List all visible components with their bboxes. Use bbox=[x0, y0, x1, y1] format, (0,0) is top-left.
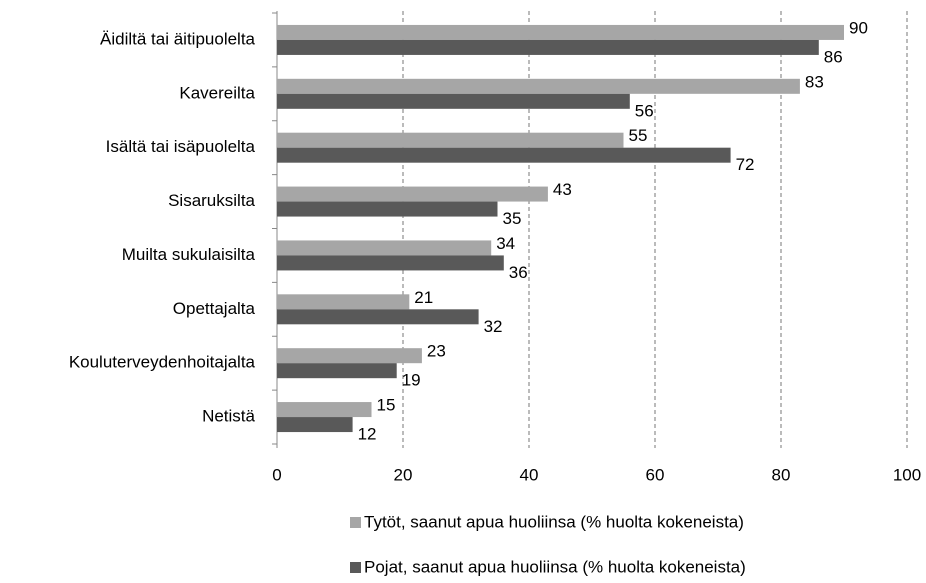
y-tick-label: Muilta sukulaisilta bbox=[122, 245, 256, 264]
bar bbox=[277, 201, 498, 217]
data-label: 43 bbox=[553, 180, 572, 199]
data-label: 35 bbox=[503, 209, 522, 228]
bar bbox=[277, 348, 422, 364]
bar bbox=[277, 363, 397, 379]
data-label: 32 bbox=[484, 317, 503, 336]
data-label: 72 bbox=[736, 155, 755, 174]
bar bbox=[277, 78, 800, 94]
data-label: 55 bbox=[629, 126, 648, 145]
data-label: 12 bbox=[358, 425, 377, 444]
data-label: 21 bbox=[414, 288, 433, 307]
legend-label: Tytöt, saanut apua huoliinsa (% huolta k… bbox=[364, 512, 744, 531]
bar bbox=[277, 309, 479, 325]
bar bbox=[277, 39, 819, 55]
x-tick-label: 20 bbox=[394, 465, 413, 484]
bar bbox=[277, 294, 410, 310]
y-tick-label: Sisaruksilta bbox=[168, 191, 255, 210]
y-tick-label: Opettajalta bbox=[173, 299, 256, 318]
data-label: 34 bbox=[496, 234, 515, 253]
data-label: 90 bbox=[849, 18, 868, 37]
bar bbox=[277, 402, 372, 418]
x-tick-label: 60 bbox=[646, 465, 665, 484]
bar bbox=[277, 186, 548, 202]
data-label: 56 bbox=[635, 101, 654, 120]
y-tick-label: Isältä tai isäpuolelta bbox=[106, 137, 256, 156]
bar bbox=[277, 93, 630, 109]
legend-marker bbox=[350, 517, 361, 528]
x-tick-label: 0 bbox=[272, 465, 281, 484]
y-tick-label: Kouluterveydenhoitajalta bbox=[69, 353, 256, 372]
data-label: 19 bbox=[402, 371, 421, 390]
x-tick-label: 80 bbox=[772, 465, 791, 484]
x-tick-label: 100 bbox=[893, 465, 921, 484]
data-label: 15 bbox=[377, 396, 396, 415]
bar bbox=[277, 255, 504, 271]
data-label: 83 bbox=[805, 72, 824, 91]
y-tick-label: Netistä bbox=[202, 407, 255, 426]
bar bbox=[277, 132, 624, 148]
bar bbox=[277, 24, 844, 40]
data-label: 36 bbox=[509, 263, 528, 282]
y-tick-label: Kavereilta bbox=[179, 83, 255, 102]
data-label: 23 bbox=[427, 342, 446, 361]
bar bbox=[277, 240, 492, 256]
legend-marker bbox=[350, 562, 361, 573]
legend-label: Pojat, saanut apua huoliinsa (% huolta k… bbox=[364, 557, 746, 576]
x-tick-label: 40 bbox=[520, 465, 539, 484]
data-label: 86 bbox=[824, 47, 843, 66]
bar bbox=[277, 147, 731, 163]
y-tick-label: Äidiltä tai äitipuolelta bbox=[100, 29, 256, 48]
bar bbox=[277, 417, 353, 433]
